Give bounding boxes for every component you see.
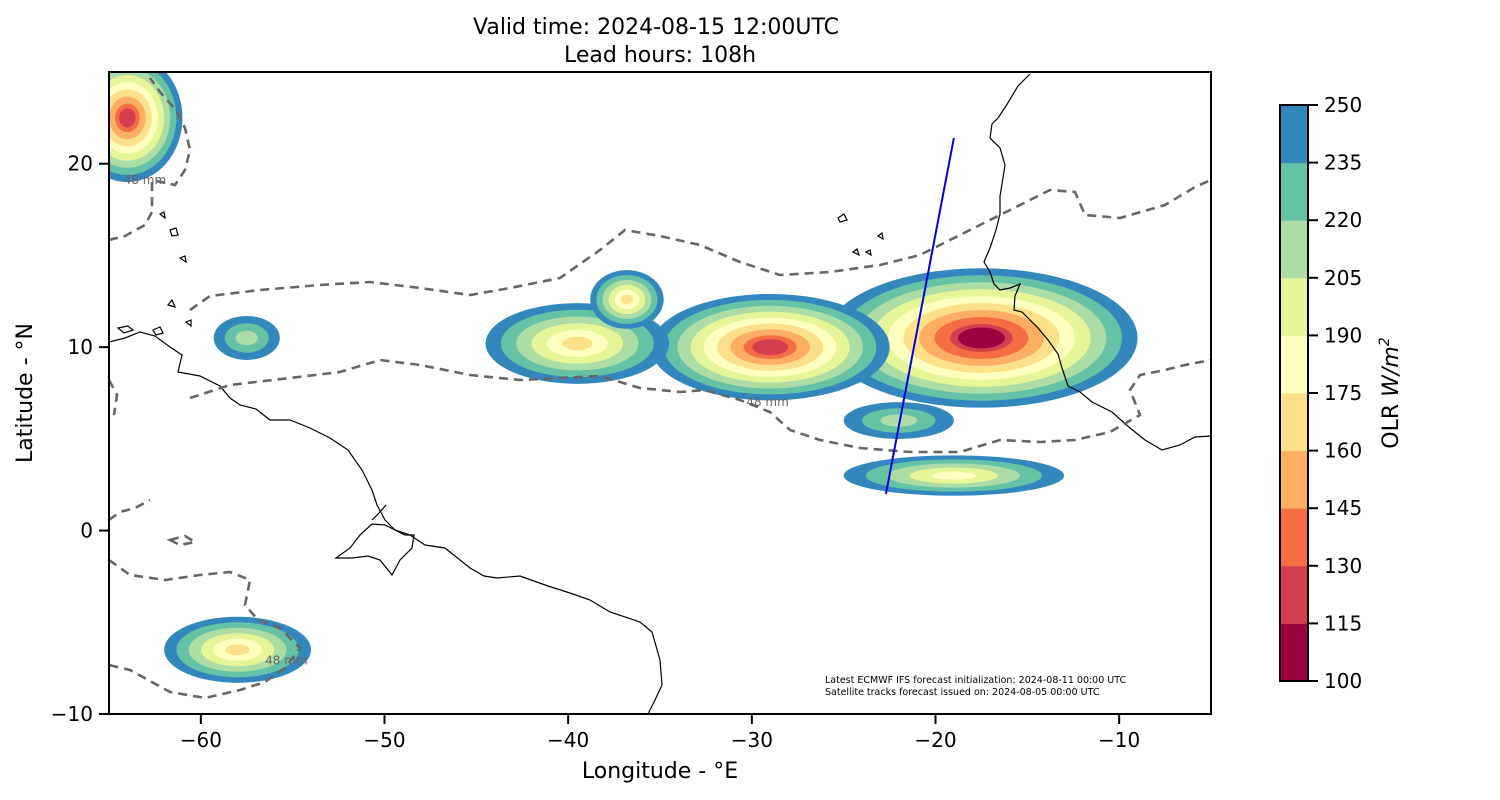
olr-contour-band: [235, 330, 258, 346]
title-line-1: Valid time: 2024-08-15 12:00UTC: [473, 15, 839, 40]
colorbar-label-sup: 2: [1377, 337, 1393, 346]
colorbar-tick-label: 250: [1324, 93, 1362, 117]
olr-contour-band: [752, 339, 789, 356]
colorbar-segment: [1280, 508, 1308, 567]
contour-itcz-south: [189, 358, 1211, 454]
olr-system: [843, 455, 1065, 496]
colorbar-label: OLR W/m2: [1377, 337, 1404, 448]
x-tick-label: −50: [363, 728, 405, 752]
colorbar-segment: [1280, 220, 1308, 279]
island-k: [864, 249, 872, 257]
colorbar-tick-label: 145: [1324, 496, 1362, 520]
colorbar-tick-label: 190: [1324, 323, 1362, 347]
x-tick-label: −40: [547, 728, 589, 752]
x-tick-label: −60: [180, 728, 222, 752]
olr-filled-contours: [109, 72, 1138, 683]
map-plot-area: 48 mm 48 mm 48 mm Latest ECMWF IFS forecas…: [109, 72, 1211, 714]
colorbar-segment: [1280, 277, 1308, 336]
olr-contour-band: [957, 327, 1005, 349]
olr-colorbar: 100 115 130 145 160 175 190 205 220 235 250: [1279, 93, 1362, 693]
colorbar-tick-label: 175: [1324, 381, 1362, 405]
caribbean-islands: [116, 211, 884, 336]
olr-system: [843, 402, 954, 439]
contour-small-1: [166, 534, 199, 547]
y-tick-label: −10: [51, 702, 93, 726]
precip-48mm-contours: [109, 77, 1211, 700]
colorbar-segment: [1280, 393, 1308, 452]
x-tick-label: −10: [1098, 728, 1140, 752]
colorbar-tick-label: 220: [1324, 208, 1362, 232]
island-d: [178, 255, 187, 264]
coastline-guyana-shelf: [371, 504, 387, 521]
colorbar-tick-label: 115: [1324, 611, 1362, 635]
olr-system: [109, 72, 183, 183]
olr-system: [650, 293, 890, 401]
colorbar-segment: [1280, 565, 1308, 624]
x-axis-title: Longitude - °E: [582, 759, 738, 784]
colorbar-tick-label: 235: [1324, 151, 1362, 175]
title-line-2: Lead hours: 108h: [564, 43, 756, 68]
colorbar-tick-label: 100: [1324, 669, 1362, 693]
x-tick-label: −30: [731, 728, 773, 752]
coastline-amazon-delta: [334, 523, 415, 577]
footnote-line-1: Latest ECMWF IFS forecast initialization…: [825, 675, 1126, 686]
island-i: [851, 248, 861, 257]
colorbar-label-unit: W/m: [1379, 346, 1404, 397]
colorbar-tick-label: 160: [1324, 439, 1362, 463]
colorbar-tick-label: 205: [1324, 266, 1362, 290]
y-axis-title: Latitude - °N: [13, 323, 38, 463]
colorbar-segment: [1280, 623, 1308, 682]
island-a: [116, 325, 135, 334]
island-j: [876, 231, 884, 241]
colorbar-tick-label: 130: [1324, 554, 1362, 578]
olr-contour-band: [562, 336, 593, 351]
y-axis-ticks: −10 0 10 20: [51, 152, 109, 726]
colorbar-label-main: OLR: [1379, 397, 1404, 449]
contour-itcz-north: [189, 178, 1211, 312]
footnote-line-2: Satellite tracks forecast issued on: 202…: [825, 687, 1100, 698]
olr-system: [164, 616, 312, 683]
island-g: [184, 319, 192, 328]
olr-system: [825, 268, 1138, 408]
coastline-west-africa: [983, 73, 1211, 451]
colorbar-segment: [1280, 450, 1308, 509]
satellite-track-line: [884, 137, 955, 495]
colorbar-segment: [1280, 162, 1308, 221]
island-f: [158, 211, 166, 220]
y-tick-label: 20: [68, 152, 93, 176]
contour-west-edge: [109, 379, 119, 416]
x-axis-ticks: −60 −50 −40 −30 −20 −10: [180, 714, 1140, 752]
map-frame: [108, 71, 1212, 715]
contour-label-48mm: 48 mm: [124, 173, 166, 187]
coastlines: [109, 73, 1211, 714]
island-c: [166, 298, 177, 308]
contour-label-48mm: 48 mm: [746, 395, 788, 409]
olr-contour-band: [880, 414, 918, 427]
olr-system: [213, 315, 280, 360]
olr-system: [590, 270, 664, 329]
contour-southwest-2: [109, 558, 302, 700]
coastline-south-america: [109, 331, 663, 714]
contour-labels: 48 mm 48 mm 48 mm: [124, 173, 789, 668]
colorbar-segment: [1280, 105, 1308, 164]
island-h: [837, 213, 848, 223]
y-tick-label: 10: [68, 335, 93, 359]
island-e: [169, 227, 179, 237]
x-tick-label: −20: [914, 728, 956, 752]
contour-southwest: [109, 498, 151, 522]
y-tick-label: 0: [80, 519, 93, 543]
contour-northwest: [109, 77, 192, 242]
olr-contour-band: [931, 471, 976, 480]
contour-label-48mm: 48 mm: [265, 653, 307, 667]
island-b: [152, 326, 164, 336]
olr-contour-band: [119, 108, 136, 128]
colorbar-segment: [1280, 335, 1308, 394]
olr-contour-band: [620, 294, 634, 305]
olr-contour-band: [225, 644, 250, 656]
